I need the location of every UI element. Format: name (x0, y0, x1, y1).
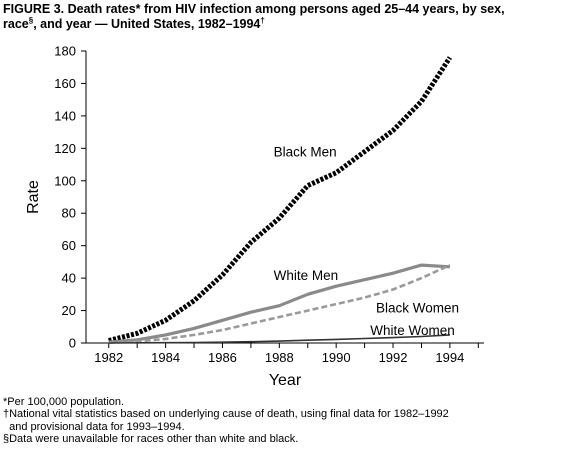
title-sup-dagger: † (260, 15, 265, 25)
y-tick-label-120: 120 (54, 141, 76, 156)
footnote-race: §Data were unavailable for races other t… (3, 433, 299, 446)
axes: 0 20 40 60 80 100 120 140 160 180 1982 1984 1986 1988… (25, 44, 484, 389)
y-tick-label-60: 60 (62, 238, 76, 253)
footnote-data-source-cont: and provisional data for 1993–1994. (3, 420, 185, 433)
chart-title: FIGURE 3. Death rates* from HIV infectio… (3, 2, 563, 32)
series-label-black-women: Black Women (376, 300, 459, 315)
title-line-2-prefix: race (3, 17, 29, 31)
footnote-per-population: *Per 100,000 population. (3, 396, 125, 408)
y-tick-label-0: 0 (69, 336, 76, 351)
series-line-white-women (108, 334, 450, 344)
title-line-2-suffix: , and year — United States, 1982–1994 (33, 17, 261, 31)
x-axis-title: Year (269, 372, 302, 389)
title-sup-section: § (28, 15, 34, 25)
y-tick-label-160: 160 (54, 76, 76, 91)
y-tick-label-180: 180 (54, 44, 76, 59)
series-label-white-women: White Women (370, 323, 455, 338)
title-line-1: FIGURE 3. Death rates* from HIV infectio… (3, 2, 505, 16)
y-tick-label-20: 20 (62, 303, 76, 318)
x-tick-label-1994: 1994 (435, 350, 464, 365)
x-tick-label-1992: 1992 (379, 350, 408, 365)
series-label-white-men: White Men (274, 268, 339, 283)
series-lines (108, 56, 452, 344)
footnote-data-source: †National vital statistics based on unde… (3, 408, 449, 421)
series-label-black-men: Black Men (274, 145, 337, 160)
series-labels: Black Men White Men Black Women White Women (274, 145, 459, 338)
x-tick-label-1986: 1986 (208, 350, 237, 365)
series-line-black-men (108, 56, 452, 344)
x-tick-label-1990: 1990 (322, 350, 351, 365)
footnotes: *Per 100,000 population. †National vital… (3, 396, 563, 446)
x-tick-label-1982: 1982 (94, 350, 123, 365)
line-chart: 0 20 40 60 80 100 120 140 160 180 1982 1984 1986 1988… (25, 44, 484, 389)
x-tick-label-1988: 1988 (265, 350, 294, 365)
y-tick-label-140: 140 (54, 108, 76, 123)
series-line-black-women (108, 263, 451, 344)
y-tick-label-100: 100 (54, 173, 76, 188)
y-axis-title: Rate (25, 180, 42, 214)
y-tick-label-80: 80 (62, 206, 76, 221)
y-tick-label-40: 40 (62, 271, 76, 286)
title-line-2: race§, and year — United States, 1982–19… (3, 15, 563, 32)
x-tick-label-1984: 1984 (151, 350, 180, 365)
series-line-white-men (108, 263, 450, 344)
